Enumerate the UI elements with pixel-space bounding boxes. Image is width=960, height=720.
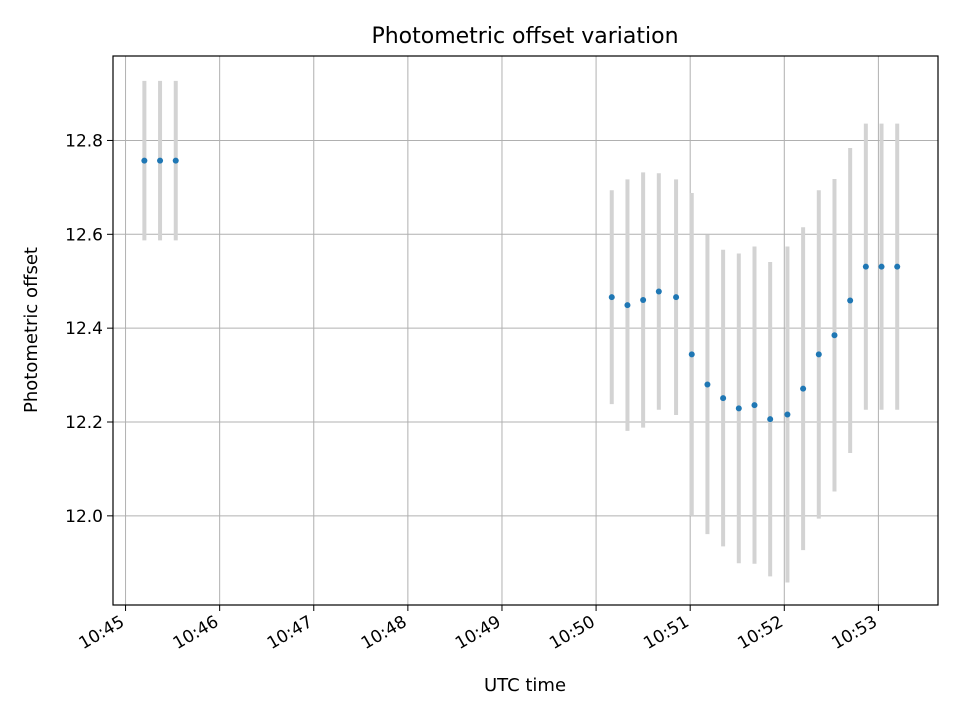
y-axis-label: Photometric offset bbox=[21, 247, 42, 413]
y-axis-ticks: 12.0 12.2 12.4 12.6 12.8 bbox=[65, 131, 113, 527]
data-point bbox=[688, 351, 695, 358]
data-point bbox=[831, 332, 838, 339]
y-tick-label: 12.4 bbox=[65, 319, 103, 339]
data-markers bbox=[141, 157, 901, 423]
data-point bbox=[624, 302, 631, 309]
data-point bbox=[878, 263, 885, 270]
data-point bbox=[640, 297, 647, 303]
y-tick-label: 12.2 bbox=[65, 413, 103, 433]
data-point bbox=[894, 263, 901, 270]
data-point bbox=[862, 263, 869, 270]
plot-frame bbox=[112, 55, 939, 606]
data-point bbox=[720, 395, 727, 402]
data-point bbox=[751, 402, 758, 409]
data-point bbox=[157, 157, 164, 164]
data-point bbox=[815, 351, 822, 358]
x-axis-label: UTC time bbox=[484, 675, 566, 696]
data-point bbox=[655, 288, 662, 295]
data-point bbox=[704, 381, 711, 388]
y-tick-label: 12.6 bbox=[65, 225, 103, 245]
y-tick-label: 12.0 bbox=[65, 507, 103, 527]
data-point bbox=[141, 157, 148, 164]
y-tick-label: 12.8 bbox=[65, 131, 103, 151]
data-point bbox=[784, 411, 791, 418]
plot-area bbox=[113, 56, 938, 605]
data-point bbox=[800, 385, 807, 392]
data-point bbox=[673, 294, 680, 301]
data-point bbox=[608, 294, 615, 301]
data-point bbox=[847, 297, 854, 304]
grid bbox=[113, 56, 938, 605]
data-point bbox=[767, 416, 774, 423]
chart-title: Photometric offset variation bbox=[371, 24, 678, 49]
data-point bbox=[735, 405, 742, 412]
data-point bbox=[172, 157, 179, 164]
